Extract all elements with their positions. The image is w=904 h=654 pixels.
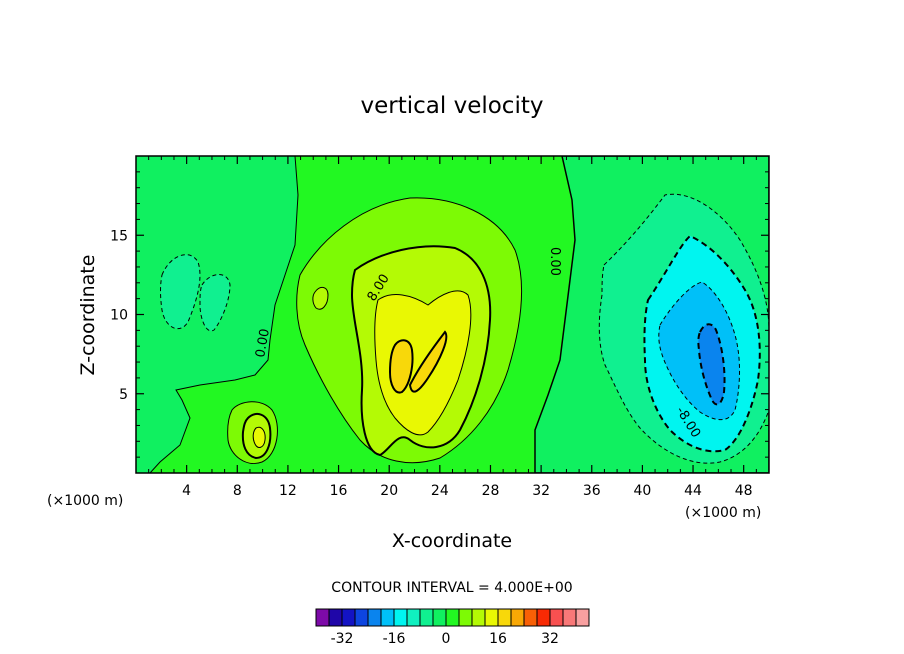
colorbar-swatch <box>328 608 343 627</box>
x-unit-left: (×1000 m) <box>47 493 123 509</box>
contour-interval: CONTOUR INTERVAL = 4.000E+00 <box>331 580 572 596</box>
y-axis: 5 10 15 <box>110 171 769 458</box>
colorbar-swatch <box>549 608 564 627</box>
colorbar-tick-label: -16 <box>383 631 406 647</box>
x-tick-label: 48 <box>735 483 753 499</box>
colorbar-swatch <box>562 608 577 627</box>
colorbar-swatch <box>523 608 538 627</box>
neg-pocket-a <box>160 254 201 330</box>
x-unit-right: (×1000 m) <box>685 505 761 521</box>
colorbar-swatch <box>458 608 473 627</box>
pos-small-left-core <box>252 426 266 448</box>
pos-region-16 <box>388 339 414 394</box>
colorbar-swatch <box>445 608 460 627</box>
colorbar-swatch <box>354 608 369 627</box>
contour-label-0-right: 0.00 <box>547 247 562 276</box>
x-tick-label: 20 <box>380 483 398 499</box>
x-axis-label: X-coordinate <box>392 530 512 552</box>
colorbar-swatch <box>315 608 330 627</box>
x-tick-label: 32 <box>532 483 550 499</box>
y-tick-label: 5 <box>119 387 128 403</box>
x-tick-label: 24 <box>431 483 449 499</box>
x-tick-label: 4 <box>182 483 191 499</box>
colorbar-swatch <box>484 608 499 627</box>
colorbar-swatch <box>341 608 356 627</box>
x-tick-label: 16 <box>330 483 348 499</box>
colorbar-swatch <box>497 608 512 627</box>
colorbar-swatch <box>393 608 408 627</box>
colorbar-tick-label: 32 <box>541 631 559 647</box>
x-tick-label: 36 <box>583 483 601 499</box>
neg-right-16 <box>697 323 726 406</box>
x-tick-label: 8 <box>233 483 242 499</box>
x-tick-label: 40 <box>633 483 651 499</box>
x-axis: 4 8 12 16 20 24 28 32 36 40 44 48 <box>148 156 757 499</box>
colorbar-tick-label: 16 <box>489 631 507 647</box>
pos-region-16b <box>408 330 448 393</box>
y-axis-label: Z-coordinate <box>77 255 99 376</box>
contour-field <box>136 156 769 473</box>
x-tick-label: 44 <box>684 483 702 499</box>
x-tick-label: 12 <box>279 483 297 499</box>
x-tick-label: 28 <box>482 483 500 499</box>
colorbar-ticks: -32 -16 0 16 32 <box>331 631 559 647</box>
chart-title: vertical velocity <box>361 93 544 119</box>
neg-pocket-b <box>199 274 231 332</box>
colorbar-swatch <box>380 608 395 627</box>
pos-bump <box>312 287 329 310</box>
colorbar-swatch <box>419 608 434 627</box>
colorbar-swatch <box>575 608 590 627</box>
colorbar-swatch <box>536 608 551 627</box>
contour-label-0-left: 0.00 <box>253 328 273 359</box>
y-tick-label: 15 <box>110 228 128 244</box>
colorbar-swatch <box>471 608 486 627</box>
colorbar-tick-label: 0 <box>442 631 451 647</box>
colorbar <box>315 608 590 627</box>
colorbar-swatch <box>406 608 421 627</box>
colorbar-swatch <box>367 608 382 627</box>
colorbar-swatch <box>432 608 447 627</box>
colorbar-tick-label: -32 <box>331 631 354 647</box>
y-tick-label: 10 <box>110 308 128 324</box>
colorbar-swatch <box>510 608 525 627</box>
